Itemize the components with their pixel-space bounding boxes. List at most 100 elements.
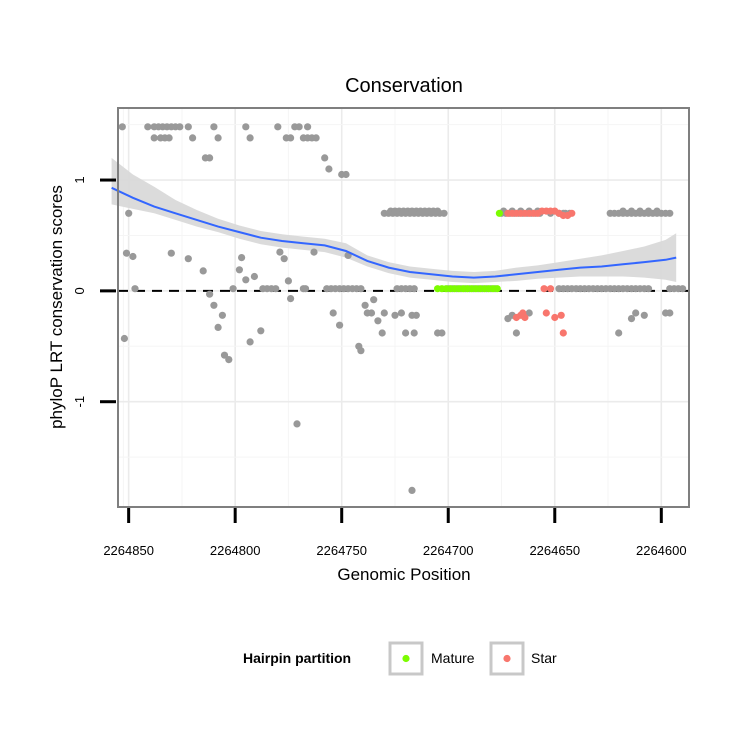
confidence-ribbon xyxy=(111,157,677,284)
data-point-other xyxy=(206,290,214,298)
legend-swatch-star xyxy=(503,654,511,663)
data-point-other xyxy=(374,317,382,325)
data-point-other xyxy=(440,209,448,217)
data-point-other xyxy=(287,295,295,303)
data-point-other xyxy=(125,209,133,217)
data-point-star xyxy=(542,309,550,317)
data-point-other xyxy=(410,285,418,293)
data-point-other xyxy=(206,154,214,162)
y-axis: -1 0 1 xyxy=(72,176,116,407)
data-point-other xyxy=(653,207,661,215)
data-point-other xyxy=(408,486,416,494)
data-point-other xyxy=(679,285,687,293)
data-point-other xyxy=(619,207,627,215)
data-point-other xyxy=(525,309,533,317)
plot-area xyxy=(111,107,690,508)
data-point-other xyxy=(214,134,222,142)
data-point-other xyxy=(220,351,229,359)
data-point-star xyxy=(540,285,548,293)
data-point-other xyxy=(512,329,521,337)
data-point-other xyxy=(235,266,243,274)
data-point-other xyxy=(378,329,386,337)
legend-swatch-mature xyxy=(402,654,410,663)
data-point-other xyxy=(636,207,644,215)
data-point-other xyxy=(342,170,350,179)
data-point-other xyxy=(644,285,653,293)
smooth-line-layer xyxy=(111,186,677,279)
data-point-other xyxy=(276,248,284,256)
smooth-line xyxy=(111,186,677,279)
panel-border xyxy=(117,107,690,508)
data-point-other xyxy=(412,311,420,319)
data-point-other xyxy=(214,323,222,331)
data-point-other xyxy=(310,248,318,256)
y-tick-label: -1 xyxy=(72,396,87,408)
data-point-mature xyxy=(493,285,501,293)
data-point-other xyxy=(402,329,410,337)
data-point-star xyxy=(512,313,521,322)
data-point-other xyxy=(632,309,640,317)
data-point-star xyxy=(551,313,559,322)
data-point-other xyxy=(246,134,254,142)
x-tick-label: 2264600 xyxy=(636,543,687,558)
data-point-other xyxy=(167,249,175,257)
data-point-other xyxy=(184,255,192,263)
data-point-other xyxy=(287,134,295,142)
data-point-other xyxy=(627,315,636,323)
data-point-other xyxy=(363,309,371,317)
data-point-other xyxy=(312,134,320,142)
data-point-star xyxy=(519,309,527,317)
x-tick-label: 2264800 xyxy=(210,543,261,558)
data-point-other xyxy=(627,207,636,215)
y-tick-label: 1 xyxy=(72,176,87,183)
data-point-other xyxy=(434,207,442,215)
data-point-other xyxy=(380,309,388,317)
x-tick-label: 2264750 xyxy=(316,543,367,558)
data-point-other xyxy=(410,329,418,337)
data-point-other xyxy=(246,338,254,346)
data-point-other xyxy=(391,311,399,319)
data-point-other xyxy=(210,301,218,309)
y-tick-label: 0 xyxy=(72,287,87,294)
data-point-other xyxy=(131,285,139,293)
x-tick-label: 2264650 xyxy=(529,543,580,558)
legend-label-star: Star xyxy=(531,650,557,666)
data-point-other xyxy=(150,134,158,142)
data-point-other xyxy=(199,267,207,275)
points-layer xyxy=(118,123,687,494)
x-axis: 2264850 2264800 2264750 2264700 2264650 22646… xyxy=(103,508,687,558)
x-tick-label: 2264700 xyxy=(423,543,474,558)
data-point-other xyxy=(325,165,333,173)
data-point-other xyxy=(304,123,312,131)
data-point-star xyxy=(546,285,555,293)
legend-title: Hairpin partition xyxy=(243,650,351,666)
data-point-other xyxy=(293,420,301,428)
data-point-star xyxy=(557,311,565,319)
data-point-other xyxy=(295,123,303,131)
x-axis-title: Genomic Position xyxy=(337,565,470,584)
data-point-other xyxy=(370,296,378,304)
data-point-other xyxy=(184,123,192,131)
data-point-other xyxy=(229,285,237,293)
data-point-other xyxy=(189,134,197,142)
data-point-other xyxy=(640,311,648,319)
legend-entries: Mature Star xyxy=(388,641,557,676)
data-point-other xyxy=(129,252,137,261)
data-point-other xyxy=(120,334,128,343)
legend-label-mature: Mature xyxy=(431,650,475,666)
legend-entry-star: Star xyxy=(489,641,557,676)
panel-background xyxy=(118,108,689,507)
data-point-other xyxy=(615,329,623,337)
data-point-other xyxy=(666,309,674,317)
data-point-other xyxy=(666,209,674,217)
legend: Hairpin partition Mature Star xyxy=(243,641,557,676)
chart-title: Conservation xyxy=(345,75,463,97)
data-point-other xyxy=(321,154,329,162)
data-point-other xyxy=(336,321,344,329)
data-point-other xyxy=(257,327,265,335)
data-point-other xyxy=(397,309,405,317)
confidence-ribbon-layer xyxy=(111,157,677,284)
data-point-other xyxy=(284,277,292,285)
data-point-other xyxy=(242,123,250,131)
